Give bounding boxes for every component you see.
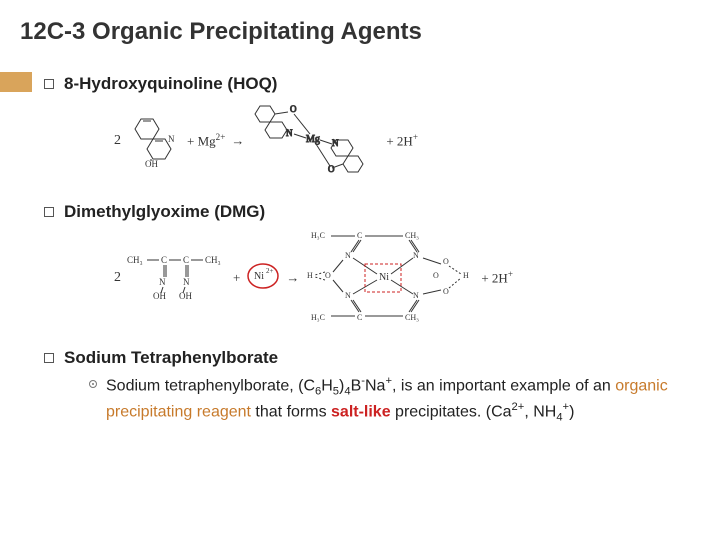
svg-text:N: N xyxy=(345,251,351,260)
svg-text:O: O xyxy=(433,271,439,280)
content-area: 8-Hydroxyquinoline (HOQ) 2 N OH + xyxy=(0,46,720,425)
svg-text:CH₃: CH₃ xyxy=(205,255,221,265)
svg-text:H: H xyxy=(307,271,313,280)
svg-text:H₃C: H₃C xyxy=(311,231,325,240)
svg-text:Ni: Ni xyxy=(379,272,389,283)
sub-bullet-icon xyxy=(88,379,98,389)
bullet-label-dmg: Dimethylglyoxime (DMG) xyxy=(64,202,265,222)
svg-text:Ni: Ni xyxy=(254,271,264,282)
svg-text:CH₃: CH₃ xyxy=(405,231,419,240)
bullet-icon xyxy=(44,207,54,217)
svg-text:O: O xyxy=(325,271,331,280)
section-stpb: Sodium Tetraphenylborate Sodium tetraphe… xyxy=(44,348,690,425)
bullet-label-hoq: 8-Hydroxyquinoline (HOQ) xyxy=(64,74,277,94)
svg-text:O: O xyxy=(443,287,449,296)
bullet-label-stpb: Sodium Tetraphenylborate xyxy=(64,348,278,368)
svg-text:C: C xyxy=(357,313,362,322)
ni-complex-icon: H₃CCCH₃ H₃CCCH₃ NN NN OO OO H H Ni xyxy=(305,228,475,328)
svg-text:OH: OH xyxy=(153,291,166,301)
bullet-row: Sodium Tetraphenylborate xyxy=(44,348,690,368)
dmg-molecule-icon: CH₃ C C CH₃ N N OH OH xyxy=(127,251,227,305)
svg-text:N: N xyxy=(332,138,339,148)
highlight-saltlike: salt-like xyxy=(331,403,391,420)
section-dmg: Dimethylglyoxime (DMG) 2 CH₃ C C CH₃ N N… xyxy=(44,202,690,328)
svg-text:2+: 2+ xyxy=(266,267,274,275)
svg-text:H₃C: H₃C xyxy=(311,313,325,322)
slide-title: 12C-3 Organic Precipitating Agents xyxy=(0,0,720,46)
svg-text:CH₃: CH₃ xyxy=(127,255,143,265)
svg-text:N: N xyxy=(413,251,419,260)
svg-text:O: O xyxy=(328,164,335,174)
svg-text:C: C xyxy=(357,231,362,240)
bullet-row: 8-Hydroxyquinoline (HOQ) xyxy=(44,74,690,94)
plus-mg: + Mg2+ xyxy=(187,132,225,149)
hoq-molecule-icon: N OH xyxy=(127,111,181,171)
bullet-icon xyxy=(44,79,54,89)
svg-text:O: O xyxy=(290,104,297,114)
svg-text:N: N xyxy=(413,291,419,300)
coef: 2 xyxy=(114,270,121,286)
svg-text:O: O xyxy=(443,257,449,266)
svg-text:OH: OH xyxy=(145,159,158,167)
accent-bar xyxy=(0,72,32,92)
svg-text:C: C xyxy=(183,255,189,265)
tail: + 2H+ xyxy=(481,269,513,286)
svg-text:N: N xyxy=(168,134,175,144)
svg-text:CH₃: CH₃ xyxy=(405,313,419,322)
arrow-icon: → xyxy=(286,270,299,286)
tail: + 2H+ xyxy=(386,132,418,149)
mg-complex-icon: O O N N Mg xyxy=(250,100,380,182)
svg-text:H: H xyxy=(463,271,469,280)
svg-text:N: N xyxy=(345,291,351,300)
svg-text:N: N xyxy=(159,277,166,287)
hoq-equation: 2 N OH + Mg2+ → xyxy=(44,100,690,182)
arrow-icon: → xyxy=(231,133,244,149)
bullet-row: Dimethylglyoxime (DMG) xyxy=(44,202,690,222)
bullet-icon xyxy=(44,353,54,363)
section-hoq: 8-Hydroxyquinoline (HOQ) 2 N OH + xyxy=(44,74,690,182)
svg-text:OH: OH xyxy=(179,291,192,301)
dmg-equation: 2 CH₃ C C CH₃ N N OH OH xyxy=(44,228,690,328)
sub-bullet-row: Sodium tetraphenylborate, (C6H5)4B-Na+, … xyxy=(44,374,690,425)
svg-text:C: C xyxy=(161,255,167,265)
sub-text: Sodium tetraphenylborate, (C6H5)4B-Na+, … xyxy=(106,374,690,425)
coef: 2 xyxy=(114,133,121,149)
svg-text:Mg: Mg xyxy=(306,134,320,145)
svg-text:N: N xyxy=(183,277,190,287)
ni-ion-icon: Ni 2+ xyxy=(246,261,280,295)
plus: + xyxy=(233,270,240,286)
svg-text:N: N xyxy=(286,128,293,138)
